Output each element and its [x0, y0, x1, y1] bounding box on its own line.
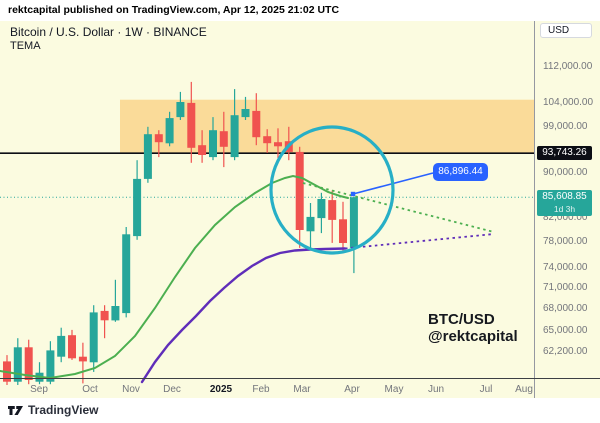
trendline-price-callout: 86,896.44 [433, 163, 488, 181]
study-label-tema: TEMA [10, 40, 41, 52]
symbol-title: Bitcoin / U.S. Dollar · 1W · BINANCE [10, 25, 207, 39]
price-tick-label: 82,000.00 [543, 212, 588, 224]
price-tick-label: 71,000.00 [543, 281, 588, 293]
time-tick-label: Oct [82, 384, 98, 395]
price-tick-label: 62,200.00 [543, 346, 588, 357]
currency-usd-button[interactable]: USD [540, 23, 592, 38]
time-tick-label: Jun [427, 384, 445, 395]
price-tick-label: 78,000.00 [543, 236, 588, 248]
tema-line [0, 174, 349, 380]
tema-projection [302, 182, 495, 233]
price-tick-label: 90,000.00 [543, 166, 588, 178]
watermark: BTC/USD @rektcapital [428, 311, 518, 345]
time-tick-label: Nov [122, 384, 140, 395]
time-tick-label: May [384, 384, 404, 395]
bar-countdown: 1d 3h [553, 204, 576, 215]
ma-purple-line [140, 247, 347, 384]
tradingview-logo-icon [8, 405, 23, 415]
price-tick-label: 99,000.00 [543, 120, 588, 132]
last-price-badge: 85,608.85 1d 3h [537, 190, 592, 217]
time-tick-label: 2025 [209, 384, 233, 395]
price-tick-label: 68,000.00 [543, 302, 588, 314]
watermark-author: @rektcapital [428, 328, 518, 345]
time-tick-label: Mar [293, 384, 311, 395]
circle-annotation [269, 125, 395, 255]
time-tick-label: Sep [30, 384, 48, 395]
prev-close-price-badge: 93,743.26 [537, 146, 592, 161]
publish-bar: rektcapital published on TradingView.com… [0, 0, 600, 21]
trendline-anchor [350, 191, 356, 197]
time-tick-label: Feb [252, 384, 270, 395]
watermark-symbol: BTC/USD [428, 311, 495, 328]
price-tick-label: 104,000.00 [543, 96, 594, 108]
price-tick-label: 74,000.00 [543, 261, 588, 273]
tradingview-wordmark: TradingView [28, 403, 99, 417]
last-price-value: 85,608.85 [542, 191, 587, 203]
time-tick-label: Dec [163, 384, 181, 395]
price-tick-label: 112,000.00 [543, 61, 593, 72]
price-tick-label: 65,000.00 [543, 324, 588, 336]
time-tick-label: Aug [515, 384, 533, 395]
time-tick-label: Jul [479, 384, 493, 395]
publish-text: rektcapital published on TradingView.com… [8, 4, 340, 16]
ma-purple-projection [344, 233, 495, 250]
tradingview-footer[interactable]: TradingView [8, 403, 98, 417]
time-tick-label: Apr [344, 384, 360, 395]
